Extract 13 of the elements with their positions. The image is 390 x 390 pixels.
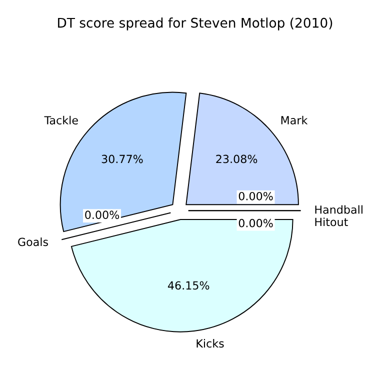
category-label: Hitout <box>315 218 348 226</box>
slice-label: Tackle <box>44 116 78 124</box>
text: 0.00% <box>238 192 273 200</box>
slice-label: Kicks <box>196 339 224 348</box>
data-label: 23.08% <box>216 154 258 164</box>
data-label: 30.77% <box>102 154 143 164</box>
text: 0.00% <box>85 210 120 220</box>
chart-title: DT score spread for Steven Motlop (2010) <box>58 18 332 30</box>
data-label: 46.15% <box>168 281 210 290</box>
category-label: Goals <box>18 238 48 246</box>
slice-label: Mark <box>281 116 308 124</box>
category-label: Handball <box>315 205 362 214</box>
text: 0.00% <box>238 218 273 228</box>
